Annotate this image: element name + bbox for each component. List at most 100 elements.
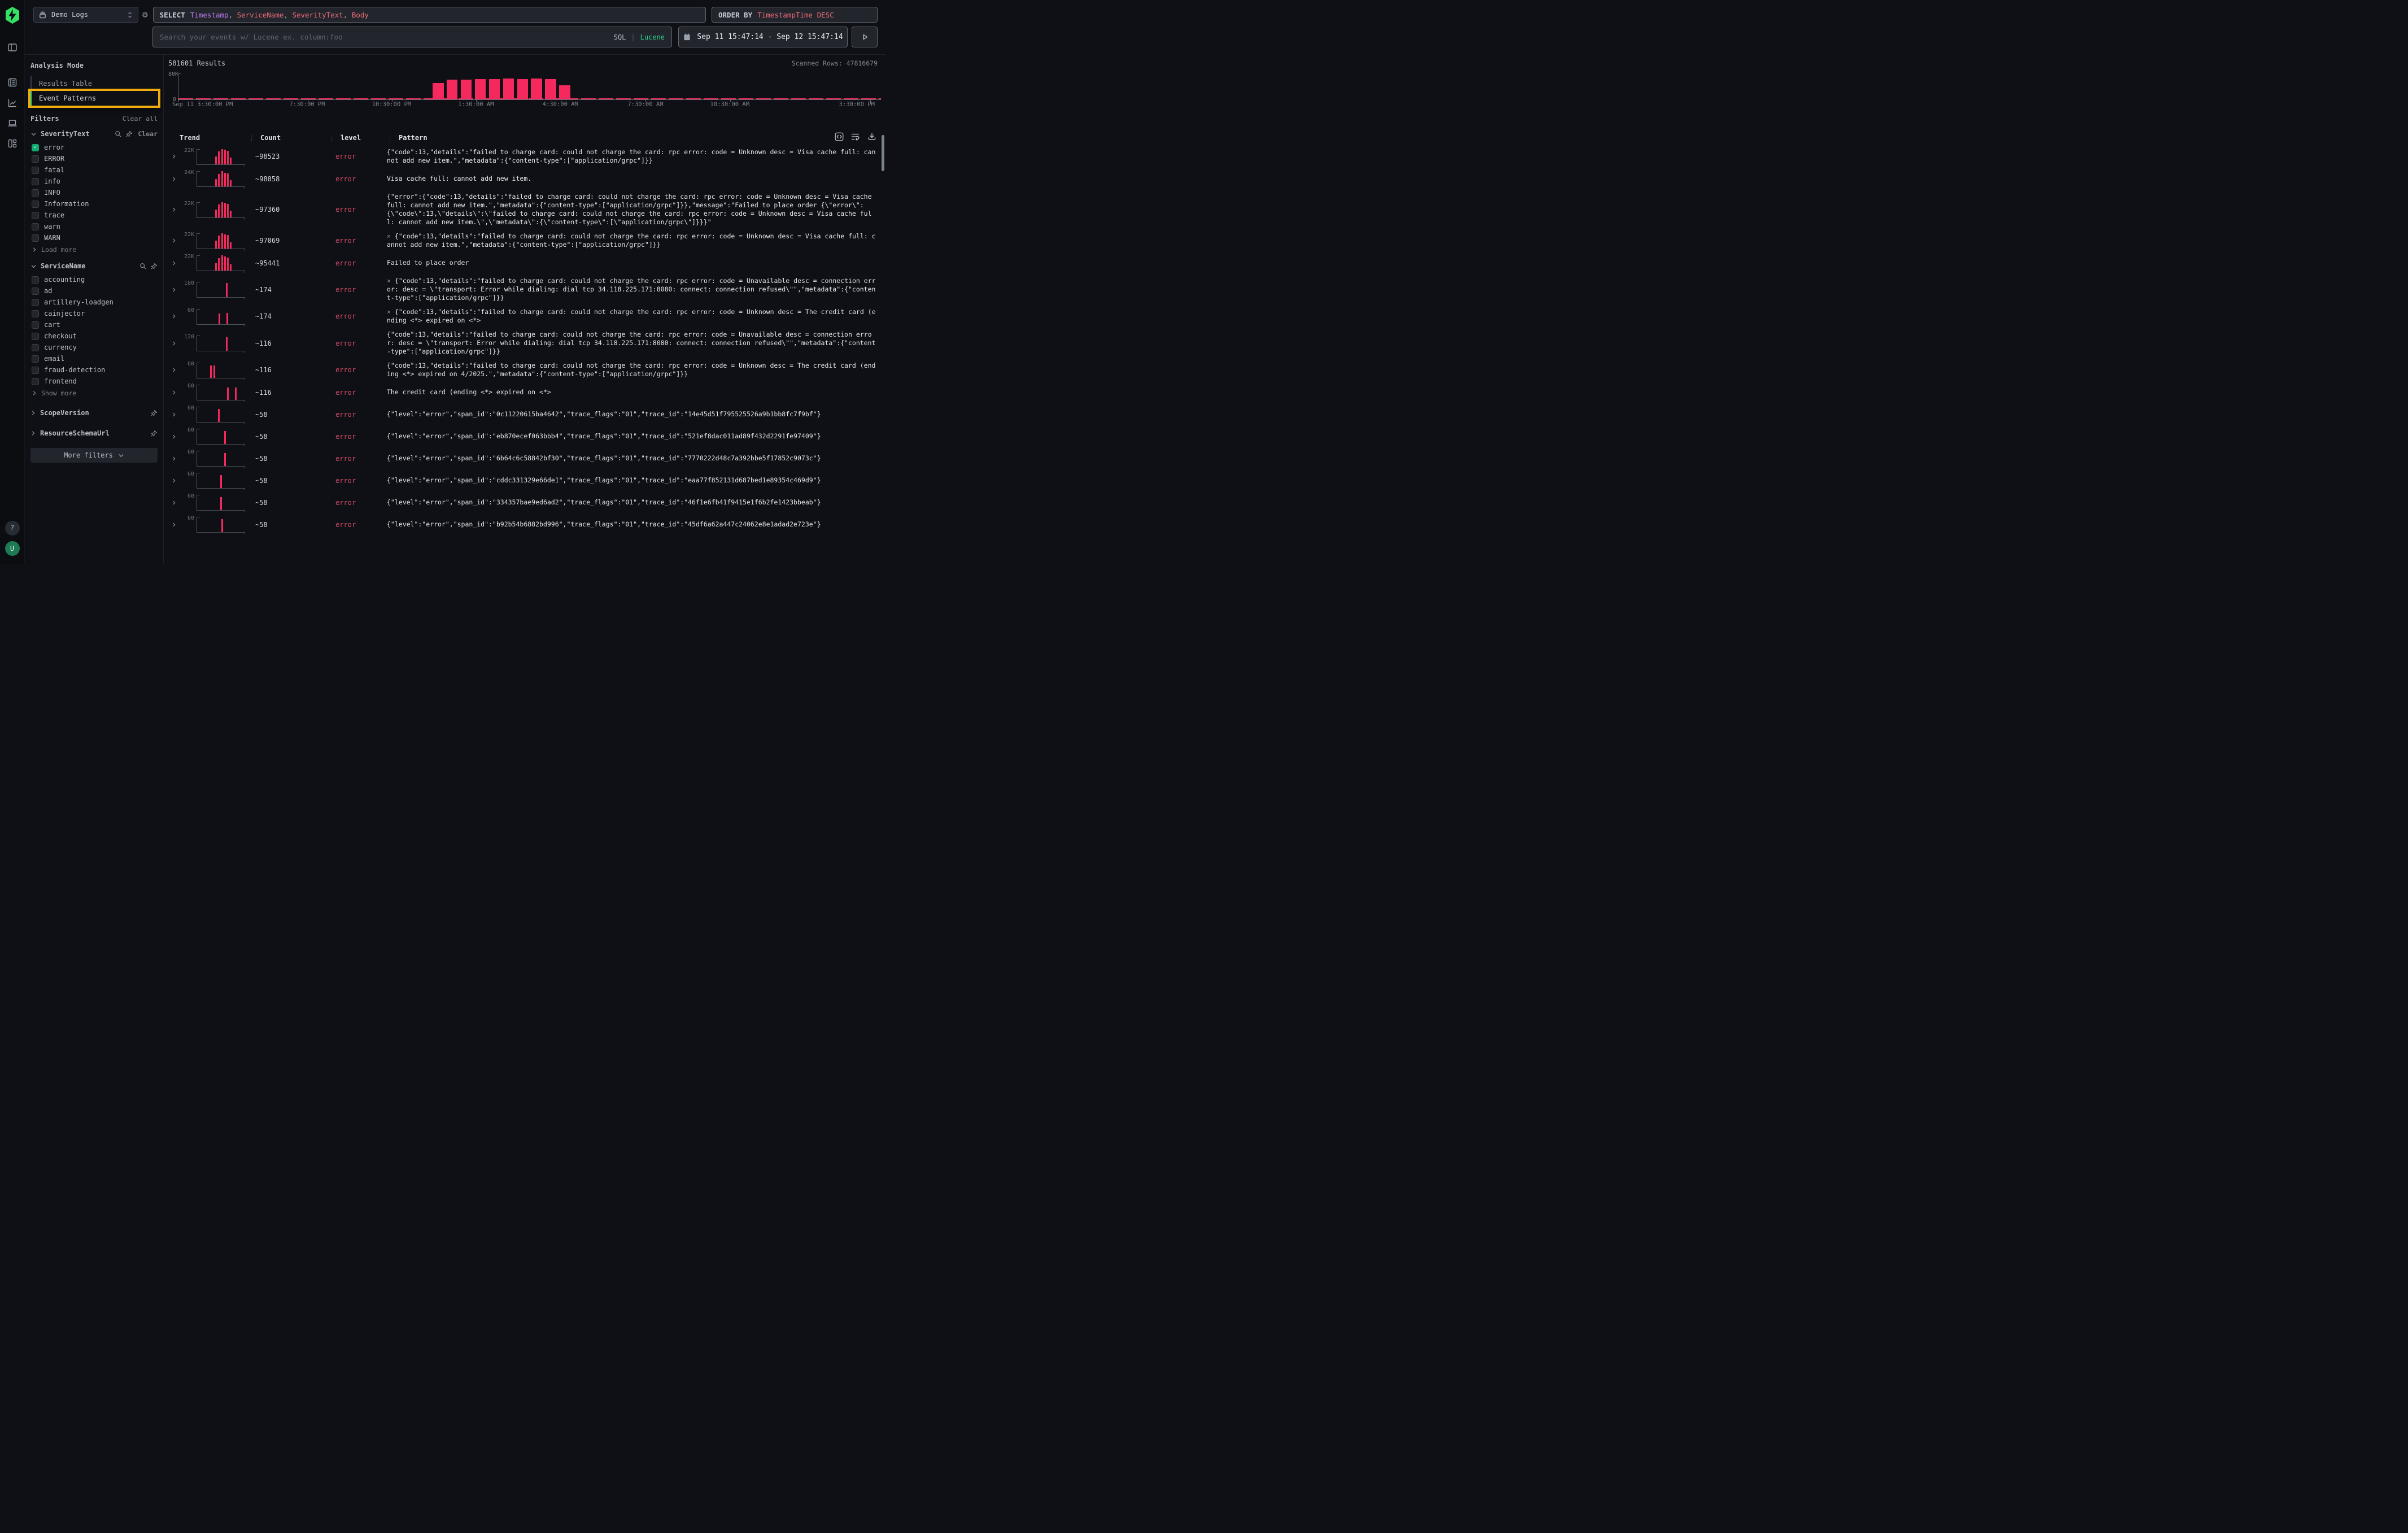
filter-option-trace[interactable]: trace [30, 210, 158, 221]
histogram-bar[interactable] [517, 79, 528, 99]
help-button[interactable]: ? [5, 521, 20, 535]
more-filters-button[interactable]: More filters [30, 448, 158, 463]
filter-option-checkout[interactable]: checkout [30, 330, 158, 342]
language-lucene[interactable]: Lucene [640, 33, 665, 41]
user-avatar[interactable]: U [5, 541, 20, 556]
checkbox[interactable] [32, 310, 39, 317]
row-expand-chevron-icon[interactable] [168, 287, 180, 293]
search-icon[interactable] [115, 130, 121, 137]
row-expand-chevron-icon[interactable] [168, 500, 180, 506]
chevron-down-icon[interactable] [30, 131, 37, 137]
pattern-row[interactable]: 60~116error{"code":13,"details":"failed … [168, 359, 880, 381]
column-header-trend[interactable]: Trend [180, 134, 200, 142]
filter-option-fatal[interactable]: fatal [30, 164, 158, 176]
column-header-pattern[interactable]: Pattern [399, 134, 427, 142]
results-histogram[interactable]: 80K 0 Sep 11 3:30:00 PM7:30:00 PM10:30:0… [168, 73, 881, 108]
clear-all-button[interactable]: Clear all [123, 115, 158, 123]
filter-option-frontend[interactable]: frontend [30, 376, 158, 387]
row-expand-chevron-icon[interactable] [168, 238, 180, 243]
pattern-row[interactable]: 22K~97069error×{"code":13,"details":"fai… [168, 229, 880, 252]
checkbox[interactable] [32, 333, 39, 340]
filter-group-header-severitytext[interactable]: SeverityTextClear [30, 128, 158, 140]
pattern-row[interactable]: 24K~98058errorVisa cache full: cannot ad… [168, 168, 880, 190]
row-expand-chevron-icon[interactable] [168, 456, 180, 461]
filter-option-accounting[interactable]: accounting [30, 274, 158, 285]
histogram-bar[interactable] [545, 79, 556, 99]
checkbox[interactable] [32, 276, 39, 284]
dismiss-pattern-icon[interactable]: × [387, 232, 391, 240]
row-expand-chevron-icon[interactable] [168, 260, 180, 266]
language-sql[interactable]: SQL [614, 33, 626, 41]
filter-option-information[interactable]: Information [30, 198, 158, 210]
checkbox[interactable] [32, 367, 39, 374]
row-expand-chevron-icon[interactable] [168, 367, 180, 373]
filter-group-header-servicename[interactable]: ServiceName [30, 260, 158, 272]
gear-icon[interactable]: ⚙ [142, 10, 148, 19]
filter-option-cart[interactable]: cart [30, 319, 158, 330]
histogram-bar[interactable] [433, 83, 443, 99]
filter-option-info[interactable]: info [30, 176, 158, 187]
pattern-row[interactable]: 60~58error{"level":"error","span_id":"cd… [168, 469, 880, 491]
filter-option-currency[interactable]: currency [30, 342, 158, 353]
filter-option-info[interactable]: INFO [30, 187, 158, 198]
row-expand-chevron-icon[interactable] [168, 390, 180, 395]
clear-filter-button[interactable]: Clear [138, 130, 158, 138]
histogram-bar[interactable] [447, 80, 457, 99]
select-query-input[interactable]: SELECT Timestamp, ServiceName, SeverityT… [153, 7, 706, 23]
filter-option-fraud-detection[interactable]: fraud-detection [30, 364, 158, 376]
dismiss-pattern-icon[interactable]: × [387, 277, 391, 285]
filter-option-error[interactable]: ✓error [30, 142, 158, 153]
pattern-row[interactable]: 60~58error{"level":"error","span_id":"eb… [168, 425, 880, 447]
checkbox[interactable] [32, 167, 39, 174]
filter-option-cainjector[interactable]: cainjector [30, 308, 158, 319]
dismiss-pattern-icon[interactable]: × [387, 308, 391, 316]
logs-icon[interactable] [5, 75, 20, 90]
filter-option-warn[interactable]: WARN [30, 232, 158, 243]
source-select[interactable]: Demo Logs [33, 7, 138, 23]
scrollbar-thumb[interactable] [882, 135, 884, 171]
filter-group-header-resourceschemaurl[interactable]: ResourceSchemaUrl [30, 428, 158, 439]
run-query-button[interactable] [852, 27, 878, 47]
pattern-row[interactable]: 60~58error{"level":"error","span_id":"6b… [168, 447, 880, 469]
checkbox[interactable] [32, 378, 39, 385]
pattern-row[interactable]: 60~58error{"level":"error","span_id":"33… [168, 491, 880, 513]
checkbox[interactable] [32, 321, 39, 329]
column-header-count[interactable]: Count [260, 134, 281, 142]
checkbox[interactable] [32, 355, 39, 363]
orderby-input[interactable]: ORDER BY TimestampTime DESC [712, 7, 878, 23]
pattern-row[interactable]: 22K~98523error{"code":13,"details":"fail… [168, 145, 880, 168]
row-expand-chevron-icon[interactable] [168, 522, 180, 528]
pattern-row[interactable]: 120~116error{"code":13,"details":"failed… [168, 328, 880, 359]
checkbox[interactable] [32, 212, 39, 219]
histogram-bar[interactable] [489, 79, 500, 99]
pattern-row[interactable]: 60~58error{"level":"error","span_id":"0c… [168, 403, 880, 425]
layout-dashboard-icon[interactable] [5, 136, 20, 151]
checkbox[interactable] [32, 189, 39, 197]
checkbox[interactable] [32, 201, 39, 208]
row-expand-chevron-icon[interactable] [168, 434, 180, 439]
histogram-bar[interactable] [503, 79, 514, 99]
pin-icon[interactable] [125, 130, 133, 138]
row-expand-chevron-icon[interactable] [168, 341, 180, 346]
app-logo-icon[interactable] [5, 7, 20, 24]
filter-group-header-scopeversion[interactable]: ScopeVersion [30, 407, 158, 419]
load-more-link[interactable]: Show more [30, 387, 158, 398]
checkbox[interactable] [32, 299, 39, 306]
load-more-link[interactable]: Load more [30, 243, 158, 255]
panel-left-icon[interactable] [5, 40, 20, 55]
histogram-bar[interactable] [475, 79, 486, 99]
pattern-row[interactable]: 22K~95441errorFailed to place order [168, 252, 880, 274]
download-icon[interactable] [867, 132, 876, 141]
checkbox[interactable] [32, 234, 39, 242]
checkbox[interactable] [32, 155, 39, 163]
filter-option-artillery-loadgen[interactable]: artillery-loadgen [30, 297, 158, 308]
column-header-level[interactable]: level [341, 134, 361, 142]
checkbox[interactable] [32, 223, 39, 230]
chevron-down-icon[interactable] [30, 263, 37, 269]
column-separator[interactable]: ⋮ [329, 134, 335, 142]
search-input[interactable] [160, 33, 608, 41]
row-expand-chevron-icon[interactable] [168, 412, 180, 417]
pattern-row[interactable]: 60~174error×{"code":13,"details":"failed… [168, 305, 880, 328]
column-separator[interactable]: ⋮ [248, 134, 255, 142]
laptop-icon[interactable] [5, 115, 20, 131]
